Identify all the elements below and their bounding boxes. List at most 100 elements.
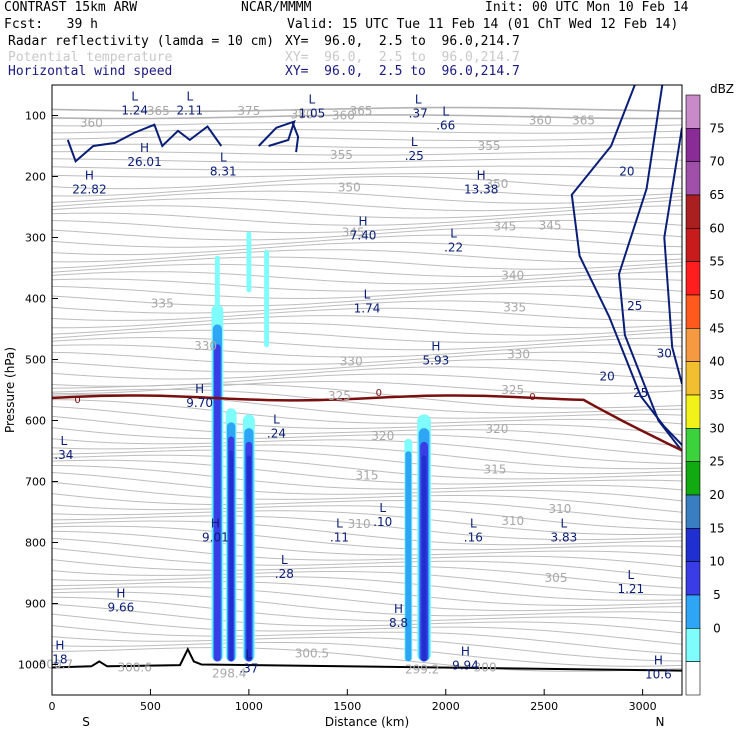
field-theta: Potential temperature xyxy=(8,50,173,65)
theta-isoline xyxy=(52,596,682,623)
theta-label: 365 xyxy=(572,113,595,127)
y-tick-label: 900 xyxy=(25,598,46,611)
theta-label: 330 xyxy=(507,348,530,362)
wind-label: 20 xyxy=(619,165,634,179)
extremum-marker: L xyxy=(60,434,67,448)
theta-isoline xyxy=(52,537,682,568)
theta-isoline xyxy=(52,358,682,373)
plot-frame xyxy=(51,84,683,696)
extremum-value: 1.05 xyxy=(299,106,326,120)
field-theta-xy: XY= 96.0, 2.5 to 96.0,214.7 xyxy=(285,50,520,65)
extremum-value: 26.01 xyxy=(127,155,161,169)
colorbar: dBZ 0 5 10 15 20 25 30 35 40 45 50 55 60 65 70 75 xyxy=(685,82,734,696)
theta-isoline xyxy=(52,114,682,120)
extremum-value: .24 xyxy=(267,427,286,441)
zero-isotherm xyxy=(52,394,682,452)
theta-isoline xyxy=(52,329,682,343)
colorbar-swatch xyxy=(685,661,701,696)
reflectivity-cell xyxy=(405,451,412,662)
theta-isoline xyxy=(52,351,682,365)
extremum-value: 18 xyxy=(52,652,67,666)
theta-isoline xyxy=(52,510,682,535)
theta-isoline xyxy=(52,570,682,596)
theta-isoline xyxy=(52,158,682,164)
north-label: N xyxy=(656,715,665,729)
extremum-marker: H xyxy=(55,638,64,652)
extremum-marker: L xyxy=(309,92,316,106)
theta-isoline xyxy=(52,271,682,285)
theta-label: 315 xyxy=(484,462,507,476)
theta-label: 335 xyxy=(151,296,174,310)
colorbar-swatch xyxy=(685,361,701,396)
theta-isoline xyxy=(52,205,682,219)
freezing-level-contour xyxy=(52,394,682,452)
y-axis-title: Pressure (hPa) xyxy=(3,347,17,433)
theta-label: 345 xyxy=(539,218,562,232)
theta-isoline xyxy=(52,263,682,277)
theta-label: 310 xyxy=(348,517,371,531)
y-tick-label: 400 xyxy=(25,293,46,306)
y-tick-label: 200 xyxy=(25,171,46,184)
theta-label: 300 xyxy=(474,661,497,675)
extremum-marker: H xyxy=(654,654,663,668)
extremum-marker: L xyxy=(415,92,422,106)
colorbar-swatch xyxy=(685,128,701,162)
wind-label: 30 xyxy=(657,346,672,360)
theta-label: 345 xyxy=(493,220,516,234)
extremum-marker: L xyxy=(131,89,138,103)
x-tick-label: 0 xyxy=(49,700,56,713)
extremum-marker: L xyxy=(627,568,634,582)
extremum-value: 7.40 xyxy=(350,228,377,242)
theta-label: 350 xyxy=(485,177,508,191)
x-tick-label: 2500 xyxy=(530,700,558,713)
theta-isoline xyxy=(52,547,682,579)
theta-isoline xyxy=(52,249,682,263)
theta-isoline xyxy=(52,636,682,662)
theta-isoline xyxy=(52,465,682,491)
colorbar-swatch xyxy=(685,428,701,462)
theta-isoline xyxy=(52,399,682,425)
theta-isoline xyxy=(52,642,682,667)
colorbar-label: 60 xyxy=(709,221,724,235)
theta-label: 355 xyxy=(478,139,501,153)
extremum-value: 9.94 xyxy=(452,658,479,672)
extremum-value: 1.24 xyxy=(121,103,148,117)
terrain-line xyxy=(52,647,682,672)
theta-isoline xyxy=(52,190,682,204)
colorbar-swatch xyxy=(685,594,701,629)
y-tick-label: 700 xyxy=(25,476,46,489)
forecast-hour: Fcst: 39 h xyxy=(4,17,98,32)
colorbar-label: 15 xyxy=(709,521,724,535)
extremum-marker: H xyxy=(116,587,125,601)
y-tick-label: 300 xyxy=(25,232,46,245)
extremum-marker: H xyxy=(431,339,440,353)
theta-label: 300.5 xyxy=(295,647,329,661)
theta-label: 365 xyxy=(147,104,170,118)
extremum-marker: L xyxy=(364,288,371,302)
theta-isoline xyxy=(52,128,682,134)
reflectivity-cells xyxy=(211,231,431,662)
x-tick-label: 1500 xyxy=(333,700,361,713)
extremum-marker: H xyxy=(477,169,486,183)
theta-isoline xyxy=(52,383,682,409)
wind-isotach xyxy=(617,85,682,452)
theta-label: 330 xyxy=(194,339,217,353)
theta-label: 380 xyxy=(291,107,314,121)
colorbar-label: 10 xyxy=(709,555,724,569)
theta-isoline xyxy=(52,559,682,589)
theta-isoline xyxy=(52,241,682,256)
colorbar-swatch xyxy=(685,194,701,229)
terrain-profile xyxy=(52,647,682,672)
theta-isoline xyxy=(52,366,682,380)
reflectivity-cell xyxy=(264,249,270,348)
extremum-value: 10.6 xyxy=(645,668,672,682)
theta-label: 340 xyxy=(501,268,524,282)
colorbar-swatch xyxy=(685,261,701,296)
theta-isoline xyxy=(52,165,682,171)
extremum-value: 9.70 xyxy=(186,396,213,410)
reflectivity-cell xyxy=(421,455,427,662)
theta-isoline xyxy=(52,647,682,672)
theta-isoline xyxy=(52,625,682,655)
reflectivity-cell xyxy=(214,344,221,662)
